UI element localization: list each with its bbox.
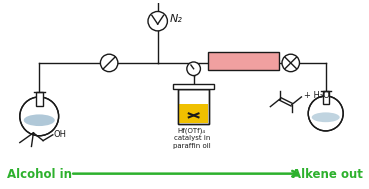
Bar [178, 89, 209, 124]
Text: OH: OH [54, 130, 67, 139]
Circle shape [20, 97, 59, 136]
Ellipse shape [312, 112, 340, 122]
Text: Hf(OTf)₄
catalyst in
paraffin oil: Hf(OTf)₄ catalyst in paraffin oil [173, 127, 211, 149]
Bar [173, 84, 214, 89]
Text: N₂: N₂ [169, 14, 182, 24]
Circle shape [187, 62, 200, 76]
Text: Alkene out: Alkene out [292, 168, 363, 181]
Bar [323, 91, 329, 104]
Bar [36, 92, 42, 106]
Text: + H₂O: + H₂O [304, 91, 330, 101]
Circle shape [148, 12, 168, 31]
Bar [179, 104, 208, 123]
Circle shape [308, 96, 343, 131]
Bar [208, 52, 279, 70]
Circle shape [100, 54, 118, 72]
Text: Alcohol in: Alcohol in [7, 168, 72, 181]
Circle shape [282, 54, 300, 72]
Ellipse shape [24, 114, 55, 126]
Bar [178, 89, 209, 124]
